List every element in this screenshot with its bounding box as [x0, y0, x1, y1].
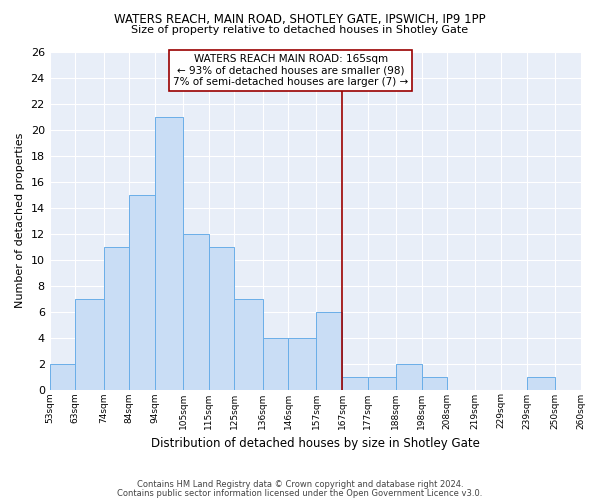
- Bar: [183, 234, 209, 390]
- Bar: [581, 376, 600, 390]
- Bar: [263, 338, 288, 390]
- Bar: [527, 376, 555, 390]
- Bar: [316, 312, 342, 390]
- Bar: [155, 116, 183, 390]
- Bar: [235, 298, 263, 390]
- Text: Size of property relative to detached houses in Shotley Gate: Size of property relative to detached ho…: [131, 25, 469, 35]
- Bar: [368, 376, 396, 390]
- Text: WATERS REACH MAIN ROAD: 165sqm
← 93% of detached houses are smaller (98)
7% of s: WATERS REACH MAIN ROAD: 165sqm ← 93% of …: [173, 54, 409, 88]
- Text: Contains public sector information licensed under the Open Government Licence v3: Contains public sector information licen…: [118, 488, 482, 498]
- X-axis label: Distribution of detached houses by size in Shotley Gate: Distribution of detached houses by size …: [151, 437, 479, 450]
- Bar: [422, 376, 447, 390]
- Bar: [209, 246, 235, 390]
- Bar: [76, 298, 104, 390]
- Bar: [396, 364, 422, 390]
- Bar: [129, 194, 155, 390]
- Bar: [104, 246, 129, 390]
- Text: WATERS REACH, MAIN ROAD, SHOTLEY GATE, IPSWICH, IP9 1PP: WATERS REACH, MAIN ROAD, SHOTLEY GATE, I…: [114, 12, 486, 26]
- Bar: [50, 364, 76, 390]
- Text: Contains HM Land Registry data © Crown copyright and database right 2024.: Contains HM Land Registry data © Crown c…: [137, 480, 463, 489]
- Bar: [288, 338, 316, 390]
- Bar: [342, 376, 368, 390]
- Y-axis label: Number of detached properties: Number of detached properties: [15, 133, 25, 308]
